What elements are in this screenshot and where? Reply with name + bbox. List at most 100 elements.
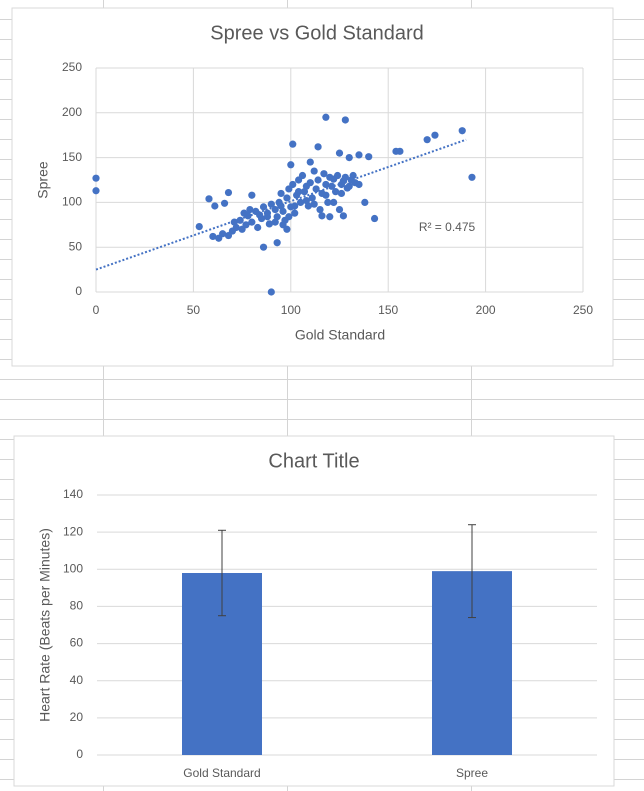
data-point [312,185,320,193]
data-point [195,222,203,231]
data-point [345,154,353,162]
data-point [287,161,295,169]
y-tick-label: 250 [62,60,82,74]
trendline-label: R² = 0.475 [419,220,476,234]
data-point [242,221,250,229]
data-point [423,136,431,144]
data-point [345,182,353,190]
trendline [95,138,467,271]
y-tick-label: 20 [70,710,84,724]
data-point [259,203,268,211]
data-point [273,239,281,247]
data-point [322,180,330,189]
y-tick-label: 0 [75,284,82,298]
data-point [92,187,100,195]
data-point [361,198,369,206]
y-tick-label: 150 [62,150,82,164]
data-point [310,167,318,175]
y-tick-label: 60 [70,636,84,650]
y-tick-label: 100 [63,561,83,575]
data-point [219,230,227,238]
data-point [337,189,346,198]
data-point [209,232,217,241]
y-axis-label: Spree [35,161,51,199]
y-tick-label: 0 [76,747,83,761]
data-point [302,197,310,205]
data-point [248,191,256,199]
data-point [267,288,275,296]
data-point [246,205,254,214]
data-point [285,213,293,221]
data-point [468,173,476,181]
data-point [310,200,318,208]
data-point [220,199,229,207]
data-point [291,202,299,210]
data-point [328,182,336,190]
y-tick-label: 100 [62,195,82,209]
y-tick-label: 140 [63,487,83,501]
data-point [271,205,279,214]
data-point [324,198,332,206]
data-point [431,131,439,139]
data-point [339,212,347,220]
data-point [458,127,466,135]
data-point [306,179,314,187]
y-tick-label: 200 [62,105,82,119]
data-point [320,170,328,178]
data-point [318,212,326,220]
data-point [365,153,373,161]
data-point [205,195,213,203]
data-point [298,171,307,180]
data-point [308,194,316,202]
data-point [259,243,268,251]
data-point [332,188,340,196]
chart-title: Spree vs Gold Standard [210,22,423,44]
data-point [392,147,400,155]
x-tick-label: 100 [281,303,301,317]
data-point [370,214,379,223]
x-tick-label: 50 [187,303,201,317]
data-point [271,218,279,226]
y-tick-label: 40 [70,673,84,687]
data-point [335,149,344,157]
data-point [296,198,305,206]
data-point [355,180,363,189]
data-point [330,198,338,206]
y-tick-label: 120 [63,524,83,538]
data-point [256,211,264,219]
x-tick-label: Gold Standard [183,766,260,780]
x-tick-label: 200 [476,303,496,317]
data-point [294,188,303,196]
data-point [254,223,262,232]
data-point [267,200,275,208]
chart-area [11,7,614,367]
chart-area [13,435,615,787]
data-point [92,174,100,182]
data-point [322,191,330,199]
data-point [240,209,248,217]
data-point [326,213,334,221]
data-point [263,213,272,221]
x-axis-label: Gold Standard [295,327,385,343]
data-point [283,194,291,202]
data-point [291,209,299,217]
y-axis-label: Heart Rate (Beats per Minutes) [37,528,53,722]
chart-title: Chart Title [268,450,359,472]
data-point [306,158,314,166]
data-point [335,205,344,214]
data-point [289,180,297,189]
data-point [224,188,233,197]
x-tick-label: 250 [573,303,593,317]
x-tick-label: 0 [93,303,100,317]
data-point [314,176,322,184]
data-point [333,171,342,180]
y-tick-label: 80 [70,599,84,613]
data-point [265,220,273,228]
data-point [289,140,297,148]
data-point [211,202,219,210]
data-point [341,173,349,181]
data-point [314,143,322,151]
data-point [277,189,285,198]
